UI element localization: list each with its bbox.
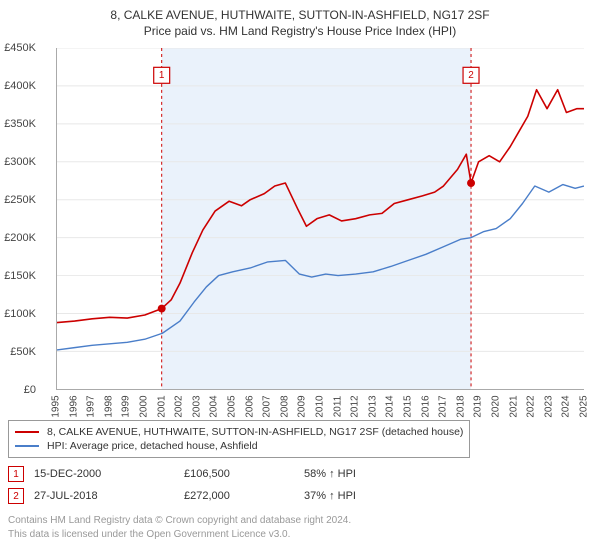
x-tick-label: 2000 xyxy=(139,395,150,417)
footer-line: This data is licensed under the Open Gov… xyxy=(8,528,592,542)
y-tick-label: £200K xyxy=(0,232,36,244)
svg-text:2: 2 xyxy=(468,70,474,81)
legend: 8, CALKE AVENUE, HUTHWAITE, SUTTON-IN-AS… xyxy=(8,420,470,458)
y-tick-label: £300K xyxy=(0,156,36,168)
transaction-date: 27-JUL-2018 xyxy=(34,490,184,502)
x-tick-label: 2022 xyxy=(526,395,537,417)
transaction-delta: 58% ↑ HPI xyxy=(304,468,424,480)
legend-row: HPI: Average price, detached house, Ashf… xyxy=(15,439,463,453)
x-tick-label: 1995 xyxy=(51,395,62,417)
x-tick-label: 2016 xyxy=(420,395,431,417)
x-tick-label: 2009 xyxy=(297,395,308,417)
page: 8, CALKE AVENUE, HUTHWAITE, SUTTON-IN-AS… xyxy=(0,0,600,560)
svg-text:1: 1 xyxy=(159,70,165,81)
y-tick-label: £50K xyxy=(0,346,36,358)
transaction-price: £272,000 xyxy=(184,490,304,502)
title-subtitle: Price paid vs. HM Land Registry's House … xyxy=(8,24,592,38)
legend-label: HPI: Average price, detached house, Ashf… xyxy=(47,440,258,452)
y-tick-label: £150K xyxy=(0,270,36,282)
x-tick-label: 2003 xyxy=(191,395,202,417)
y-tick-label: £100K xyxy=(0,308,36,320)
transaction-marker: 1 xyxy=(8,466,24,482)
x-tick-label: 2017 xyxy=(438,395,449,417)
legend-swatch xyxy=(15,445,39,447)
x-tick-label: 2006 xyxy=(244,395,255,417)
y-tick-label: £350K xyxy=(0,118,36,130)
transaction-date: 15-DEC-2000 xyxy=(34,468,184,480)
chart: 12 £0£50K£100K£150K£200K£250K£300K£350K£… xyxy=(8,44,592,414)
x-tick-label: 2010 xyxy=(315,395,326,417)
transaction-price: £106,500 xyxy=(184,468,304,480)
x-tick-label: 2023 xyxy=(543,395,554,417)
x-tick-label: 2020 xyxy=(491,395,502,417)
legend-swatch xyxy=(15,431,39,433)
chart-svg: 12 xyxy=(57,48,584,389)
x-tick-label: 1999 xyxy=(121,395,132,417)
x-tick-label: 1998 xyxy=(103,395,114,417)
title-address: 8, CALKE AVENUE, HUTHWAITE, SUTTON-IN-AS… xyxy=(8,8,592,22)
x-tick-label: 2024 xyxy=(561,395,572,417)
x-tick-label: 2019 xyxy=(473,395,484,417)
y-tick-label: £450K xyxy=(0,42,36,54)
x-tick-label: 1996 xyxy=(68,395,79,417)
x-tick-label: 2002 xyxy=(174,395,185,417)
transactions-table: 1 15-DEC-2000 £106,500 58% ↑ HPI 2 27-JU… xyxy=(8,466,592,504)
transaction-marker: 2 xyxy=(8,488,24,504)
x-tick-label: 2015 xyxy=(403,395,414,417)
x-tick-label: 2007 xyxy=(262,395,273,417)
legend-row: 8, CALKE AVENUE, HUTHWAITE, SUTTON-IN-AS… xyxy=(15,425,463,439)
y-tick-label: £400K xyxy=(0,80,36,92)
transaction-delta: 37% ↑ HPI xyxy=(304,490,424,502)
y-tick-label: £0 xyxy=(0,384,36,396)
footer: Contains HM Land Registry data © Crown c… xyxy=(8,514,592,541)
footer-line: Contains HM Land Registry data © Crown c… xyxy=(8,514,592,528)
x-tick-label: 2004 xyxy=(209,395,220,417)
x-tick-label: 2011 xyxy=(332,396,343,418)
x-tick-label: 2013 xyxy=(367,395,378,417)
legend-label: 8, CALKE AVENUE, HUTHWAITE, SUTTON-IN-AS… xyxy=(47,426,463,438)
x-tick-label: 2018 xyxy=(455,395,466,417)
x-tick-label: 2008 xyxy=(279,395,290,417)
chart-titles: 8, CALKE AVENUE, HUTHWAITE, SUTTON-IN-AS… xyxy=(8,8,592,38)
x-tick-label: 2001 xyxy=(156,395,167,417)
x-tick-label: 2014 xyxy=(385,395,396,417)
x-tick-label: 2021 xyxy=(508,395,519,417)
y-tick-label: £250K xyxy=(0,194,36,206)
chart-plot-area: 12 xyxy=(56,48,584,390)
x-tick-label: 1997 xyxy=(86,395,97,417)
x-tick-label: 2005 xyxy=(227,395,238,417)
x-tick-label: 2012 xyxy=(350,395,361,417)
x-tick-label: 2025 xyxy=(579,395,590,417)
